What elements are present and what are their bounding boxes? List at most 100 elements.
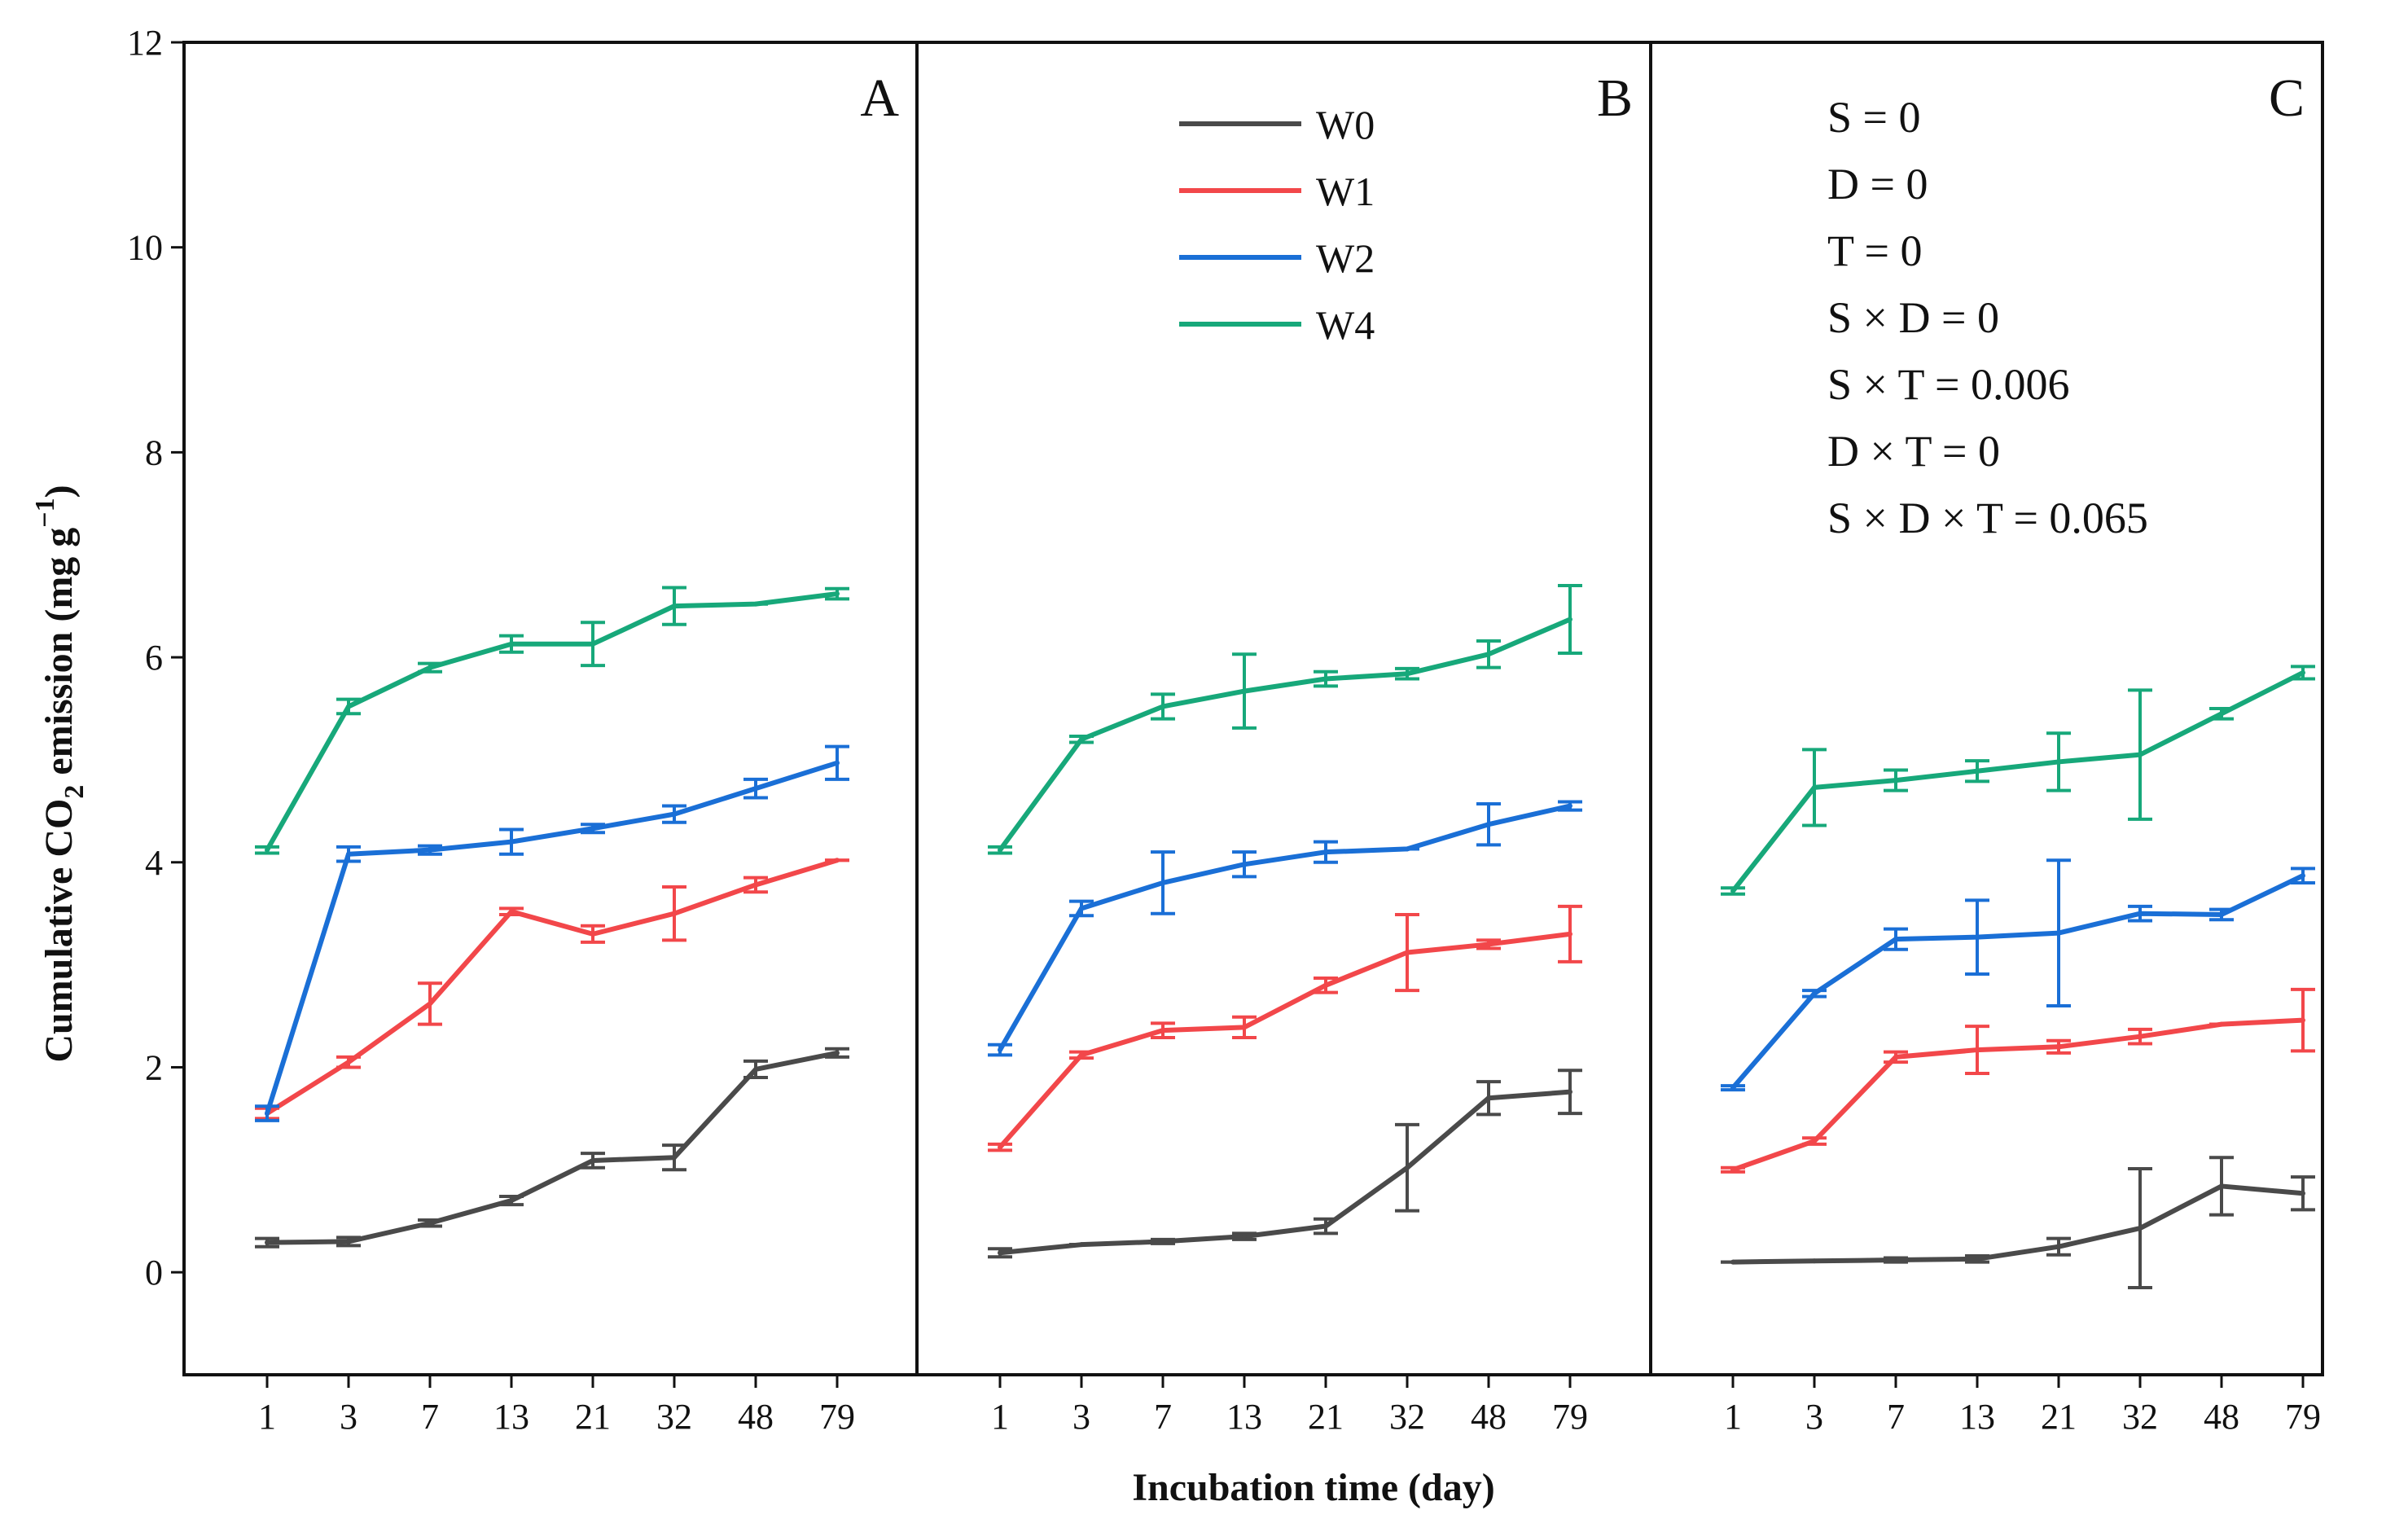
- panel-letter: B: [1597, 68, 1633, 128]
- data-point: [1079, 1052, 1084, 1058]
- series-line: [1730, 873, 2305, 1090]
- data-point: [590, 641, 595, 647]
- data-point: [672, 603, 677, 609]
- data-point: [1486, 652, 1491, 657]
- x-tick-label: 13: [493, 1397, 529, 1437]
- y-tick-label: 0: [145, 1253, 163, 1293]
- data-point: [2301, 1017, 2305, 1023]
- data-point: [1893, 778, 1898, 783]
- y-tick-label: 10: [127, 228, 163, 268]
- y-tick-label: 12: [127, 23, 163, 63]
- x-tick-label: 7: [421, 1397, 439, 1437]
- y-axis: 0 2 4 6 8 10 12: [127, 23, 184, 1293]
- data-point: [753, 786, 758, 792]
- data-point: [672, 911, 677, 916]
- x-tick-label: 1: [1724, 1397, 1742, 1437]
- data-point: [2138, 752, 2143, 757]
- data-point: [1160, 1239, 1165, 1244]
- legend-label: W0: [1316, 102, 1375, 147]
- data-point: [590, 931, 595, 937]
- data-point: [346, 1239, 351, 1244]
- data-point: [1486, 1095, 1491, 1101]
- legend-item-w2: W2: [1179, 235, 1375, 281]
- data-point: [1160, 880, 1165, 885]
- data-point: [2138, 911, 2143, 916]
- data-point: [1405, 671, 1410, 677]
- data-point: [1323, 1223, 1328, 1229]
- series-w0-panel-c: [1721, 1156, 2315, 1290]
- series-line: [998, 931, 1571, 1149]
- series-w1-panel-a: [255, 858, 849, 1121]
- x-tick-label: 1: [991, 1397, 1009, 1437]
- data-point: [2056, 1244, 2061, 1249]
- stat-line: T = 0: [1827, 226, 1922, 275]
- data-point: [1486, 822, 1491, 827]
- data-point: [1160, 1028, 1165, 1034]
- data-point: [2138, 1226, 2143, 1231]
- data-point: [1893, 1257, 1898, 1263]
- series-line: [1732, 1183, 2304, 1265]
- data-point: [265, 1240, 270, 1245]
- data-point: [753, 1066, 758, 1072]
- data-point: [2056, 1044, 2061, 1050]
- x-axis-title: Incubation time (day): [1132, 1466, 1494, 1509]
- x-tick-label: 1: [258, 1397, 276, 1437]
- data-point: [428, 1220, 432, 1226]
- y-tick-label: 4: [145, 843, 163, 883]
- y-tick-label: 6: [145, 638, 163, 678]
- panel-letter: C: [2269, 68, 2305, 128]
- data-point: [1079, 736, 1084, 742]
- series-w0-panel-b: [988, 1069, 1582, 1259]
- data-point: [1242, 1025, 1247, 1030]
- x-tick-label: 32: [2122, 1397, 2158, 1437]
- series-w1-panel-c: [1721, 987, 2315, 1174]
- data-point: [1568, 931, 1572, 937]
- data-point: [1160, 704, 1165, 709]
- data-point: [1568, 1089, 1572, 1095]
- x-tick-label: 32: [656, 1397, 692, 1437]
- data-point: [2219, 911, 2224, 917]
- data-point: [672, 1155, 677, 1161]
- data-point: [1242, 862, 1247, 867]
- legend-label: W4: [1316, 302, 1375, 348]
- data-point: [1079, 1242, 1084, 1248]
- x-tick-label: 3: [1805, 1397, 1823, 1437]
- data-point: [753, 601, 758, 607]
- panel-letter: A: [860, 68, 899, 128]
- series-line: [266, 1050, 838, 1245]
- data-point: [1975, 934, 1980, 940]
- legend-item-w0: W0: [1179, 102, 1375, 147]
- data-point: [346, 1060, 351, 1065]
- series-w2-panel-b: [988, 800, 1582, 1057]
- data-point: [835, 1050, 840, 1056]
- data-point: [1975, 1047, 1980, 1053]
- legend-label: W1: [1316, 169, 1375, 214]
- plot-frame: A B C: [182, 41, 2324, 1376]
- x-tick-label: 3: [340, 1397, 357, 1437]
- series-w0-panel-a: [255, 1047, 849, 1249]
- data-point: [672, 811, 677, 817]
- plot-border: [182, 41, 2324, 1376]
- data-point: [1812, 1139, 1817, 1144]
- data-point: [1893, 937, 1898, 942]
- x-tick-label: 48: [738, 1397, 774, 1437]
- series-w4-panel-c: [1721, 665, 2315, 896]
- y-axis-title: Cumulative CO2 emission (mg g−1): [30, 485, 90, 1062]
- stat-line: S × D × T = 0.065: [1827, 494, 2148, 542]
- data-point: [998, 847, 1002, 853]
- data-point: [265, 847, 270, 853]
- y-tick-label: 8: [145, 432, 163, 472]
- x-tick-label: 48: [1471, 1397, 1507, 1437]
- data-point: [1730, 1259, 1735, 1265]
- x-tick-label: 7: [1154, 1397, 1172, 1437]
- data-point: [346, 851, 351, 857]
- data-point: [1730, 1167, 1735, 1173]
- data-point: [2301, 873, 2305, 879]
- data-point: [1323, 849, 1328, 855]
- data-point: [998, 1047, 1002, 1053]
- data-point: [998, 1144, 1002, 1150]
- series-line: [1732, 1017, 2304, 1173]
- x-tick-label: 48: [2204, 1397, 2239, 1437]
- data-point: [1323, 676, 1328, 682]
- data-point: [1730, 1085, 1735, 1091]
